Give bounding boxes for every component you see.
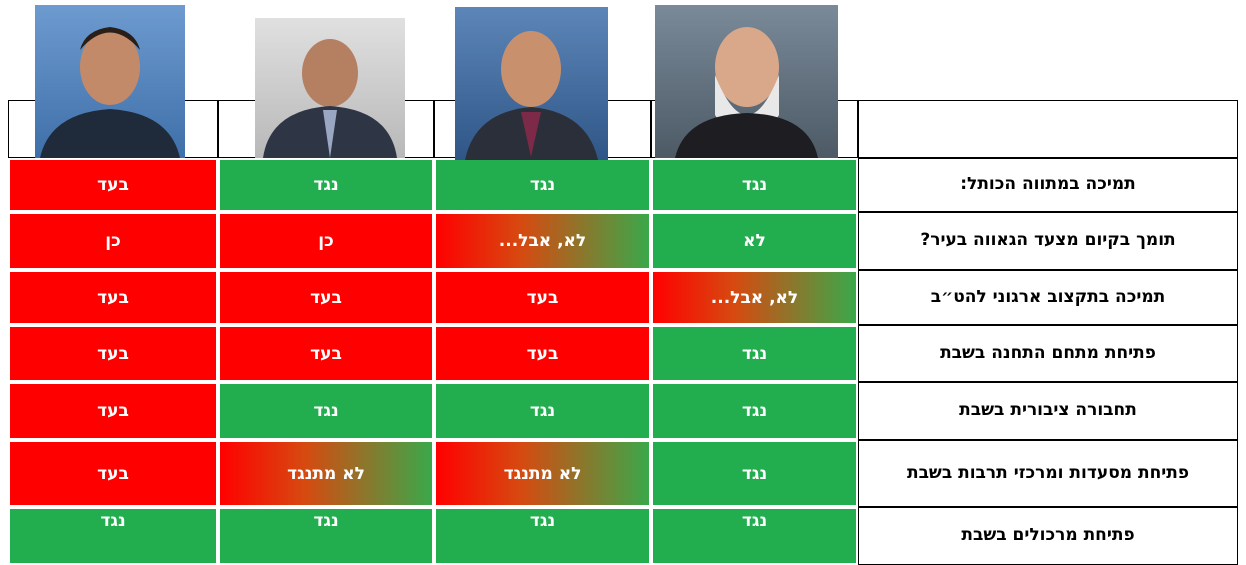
position-cell: בעד xyxy=(8,158,218,212)
position-cell: נגד xyxy=(434,382,651,440)
position-cell: נגד xyxy=(218,158,434,212)
position-cell: נגד xyxy=(651,158,858,212)
position-cell: נגד xyxy=(651,325,858,382)
page: תמיכה במתווה הכותל:נגדנגדנגדבעדתומך בקיו… xyxy=(0,0,1246,565)
position-cell: בעד xyxy=(434,325,651,382)
position-cell: לא, אבל... xyxy=(651,270,858,325)
portrait xyxy=(255,18,405,158)
position-cell: נגד xyxy=(651,440,858,507)
position-cell: נגד xyxy=(8,507,218,565)
candidate-photo xyxy=(655,5,838,158)
candidate-photo xyxy=(255,18,405,158)
position-cell: בעד xyxy=(8,325,218,382)
candidate-photo xyxy=(35,5,185,158)
portrait xyxy=(35,5,185,158)
row-label: תחבורה ציבורית בשבת xyxy=(858,382,1238,440)
row-label: פתיחת מרכולים בשבת xyxy=(858,507,1238,565)
row-label: פתיחת מתחם התחנה בשבת xyxy=(858,325,1238,382)
portrait xyxy=(455,7,608,160)
position-cell: בעד xyxy=(8,382,218,440)
position-cell: בעד xyxy=(218,325,434,382)
position-cell: בעד xyxy=(8,440,218,507)
row-label: פתיחת מסעדות ומרכזי תרבות בשבת xyxy=(858,440,1238,507)
position-cell: בעד xyxy=(218,270,434,325)
position-cell: בעד xyxy=(8,270,218,325)
header-cell xyxy=(858,100,1238,158)
position-cell: לא xyxy=(651,212,858,270)
position-cell: נגד xyxy=(218,382,434,440)
position-cell: נגד xyxy=(434,158,651,212)
row-label: תמיכה במתווה הכותל: xyxy=(858,158,1238,212)
position-cell: לא, אבל... xyxy=(434,212,651,270)
portrait xyxy=(655,5,838,158)
position-cell: כן xyxy=(8,212,218,270)
row-label: תומך בקיום מצעד הגאווה בעיר? xyxy=(858,212,1238,270)
position-cell: בעד xyxy=(434,270,651,325)
position-cell: כן xyxy=(218,212,434,270)
position-cell: נגד xyxy=(434,507,651,565)
row-label: תמיכה בתקצוב ארגוני להט״ב xyxy=(858,270,1238,325)
position-cell: נגד xyxy=(651,507,858,565)
position-cell: לא מתנגד xyxy=(434,440,651,507)
position-cell: נגד xyxy=(651,382,858,440)
position-cell: נגד xyxy=(218,507,434,565)
candidate-photo xyxy=(455,7,608,160)
position-cell: לא מתנגד xyxy=(218,440,434,507)
